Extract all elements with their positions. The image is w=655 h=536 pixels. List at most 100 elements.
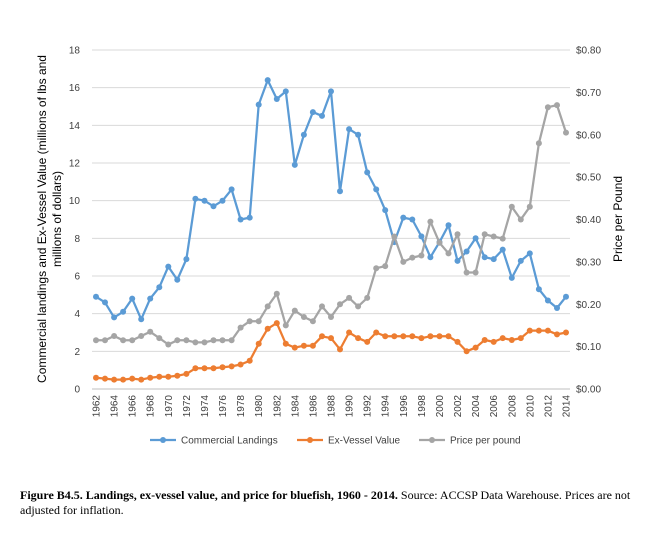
- x-tick-label: 2004: [471, 395, 482, 418]
- data-point: [246, 214, 253, 221]
- data-point: [129, 337, 136, 344]
- data-point: [111, 376, 118, 383]
- data-point: [499, 335, 506, 342]
- x-tick-label: 2002: [453, 395, 464, 418]
- data-point: [328, 335, 334, 342]
- data-point: [183, 256, 190, 263]
- data-point: [147, 328, 154, 335]
- legend-item: Commercial Landings: [150, 436, 278, 447]
- x-tick-label: 1994: [381, 395, 392, 418]
- x-tick-label: 1962: [92, 395, 103, 418]
- data-point: [102, 299, 108, 306]
- data-point: [472, 235, 479, 242]
- y-tick-label-right: $0.70: [576, 88, 601, 99]
- x-tick-label: 1968: [146, 395, 157, 418]
- data-point: [183, 337, 190, 344]
- legend-swatch-marker: [429, 437, 435, 443]
- data-point: [563, 293, 569, 300]
- data-point: [201, 197, 208, 204]
- figure-caption: Figure B4.5. Landings, ex-vessel value, …: [20, 488, 640, 518]
- data-point: [111, 314, 118, 321]
- y-tick-label-left: 14: [69, 121, 81, 132]
- legend-swatch-marker: [307, 437, 313, 443]
- data-point: [400, 333, 407, 340]
- data-point: [210, 337, 217, 344]
- data-point: [554, 305, 560, 311]
- data-point: [427, 218, 434, 225]
- y-tick-label-right: $0.30: [576, 257, 601, 268]
- legend: Commercial Landings Ex-Vessel Value Price …: [150, 436, 521, 447]
- data-point: [481, 254, 488, 261]
- x-tick-label: 1972: [182, 395, 193, 418]
- data-point: [120, 337, 127, 344]
- x-tick-label: 2008: [507, 395, 518, 418]
- data-point: [508, 274, 515, 281]
- y-axis-title-line: Commercial landings and Ex-Vessel Value …: [35, 55, 49, 383]
- series-line: [96, 103, 568, 346]
- data-point: [373, 265, 380, 272]
- data-point: [454, 257, 461, 264]
- data-point: [463, 348, 470, 355]
- data-point: [436, 239, 443, 246]
- data-point: [535, 286, 542, 293]
- data-point: [273, 290, 280, 297]
- data-point: [309, 109, 316, 116]
- data-point: [400, 258, 407, 265]
- data-point: [120, 308, 127, 315]
- data-point: [111, 333, 118, 339]
- x-axis: 1962 1964 1966 1968 1970 1972 1974 1976 1978 1980…: [92, 395, 573, 418]
- legend-label: Price per pound: [450, 436, 521, 447]
- y-tick-label-left: 10: [69, 196, 81, 207]
- data-point: [228, 363, 235, 370]
- data-point: [309, 342, 316, 349]
- data-point: [409, 216, 416, 223]
- x-tick-label: 1998: [417, 395, 428, 418]
- x-tick-label: 1976: [218, 395, 229, 418]
- data-point: [463, 248, 470, 255]
- data-point: [328, 88, 334, 95]
- data-point: [273, 320, 280, 327]
- y-tick-label-right: $0.20: [576, 300, 601, 311]
- data-point: [382, 263, 389, 270]
- y-tick-label-right: $0.60: [576, 130, 601, 141]
- y-tick-label-left: 6: [74, 272, 80, 283]
- data-point: [400, 214, 407, 221]
- data-point: [517, 216, 524, 223]
- x-tick-label: 1988: [327, 395, 338, 418]
- data-point: [147, 295, 154, 302]
- data-point: [129, 295, 136, 302]
- x-tick-label: 1970: [164, 395, 175, 418]
- data-point: [246, 318, 253, 325]
- right-y-axis: $0.00 $0.10 $0.20 $0.30 $0.40 $0.50 $0.60 $0.70…: [576, 46, 601, 396]
- data-point: [418, 252, 425, 259]
- x-tick-label: 2006: [489, 395, 500, 418]
- data-point: [165, 341, 172, 348]
- x-tick-label: 1996: [399, 395, 410, 418]
- data-point: [355, 131, 362, 138]
- data-point: [436, 333, 443, 340]
- gridlines: [92, 49, 570, 390]
- data-point: [138, 376, 145, 383]
- data-point: [481, 337, 488, 343]
- chart: 0 2 4 6 8 10 12 14 16 18 $0.00 $0.10 $0.20 $0.30 $0.4…: [35, 46, 625, 447]
- data-point: [192, 195, 199, 202]
- data-point: [309, 318, 316, 325]
- data-point: [391, 233, 398, 240]
- data-point: [156, 335, 163, 342]
- data-point: [454, 231, 461, 238]
- data-point: [535, 140, 542, 147]
- data-point: [219, 337, 226, 344]
- data-point: [246, 357, 253, 364]
- data-point: [156, 373, 163, 380]
- series-commercial-landings: [93, 77, 569, 323]
- y-tick-label-right: $0.00: [576, 385, 601, 396]
- y-tick-label-left: 0: [74, 385, 80, 396]
- data-point: [346, 329, 353, 336]
- data-point: [508, 203, 515, 210]
- data-point: [563, 129, 569, 136]
- data-point: [174, 276, 181, 283]
- y-tick-label-right: $0.10: [576, 342, 601, 353]
- series-price-per-pound: [93, 102, 569, 348]
- data-point: [355, 303, 362, 310]
- data-point: [526, 327, 533, 334]
